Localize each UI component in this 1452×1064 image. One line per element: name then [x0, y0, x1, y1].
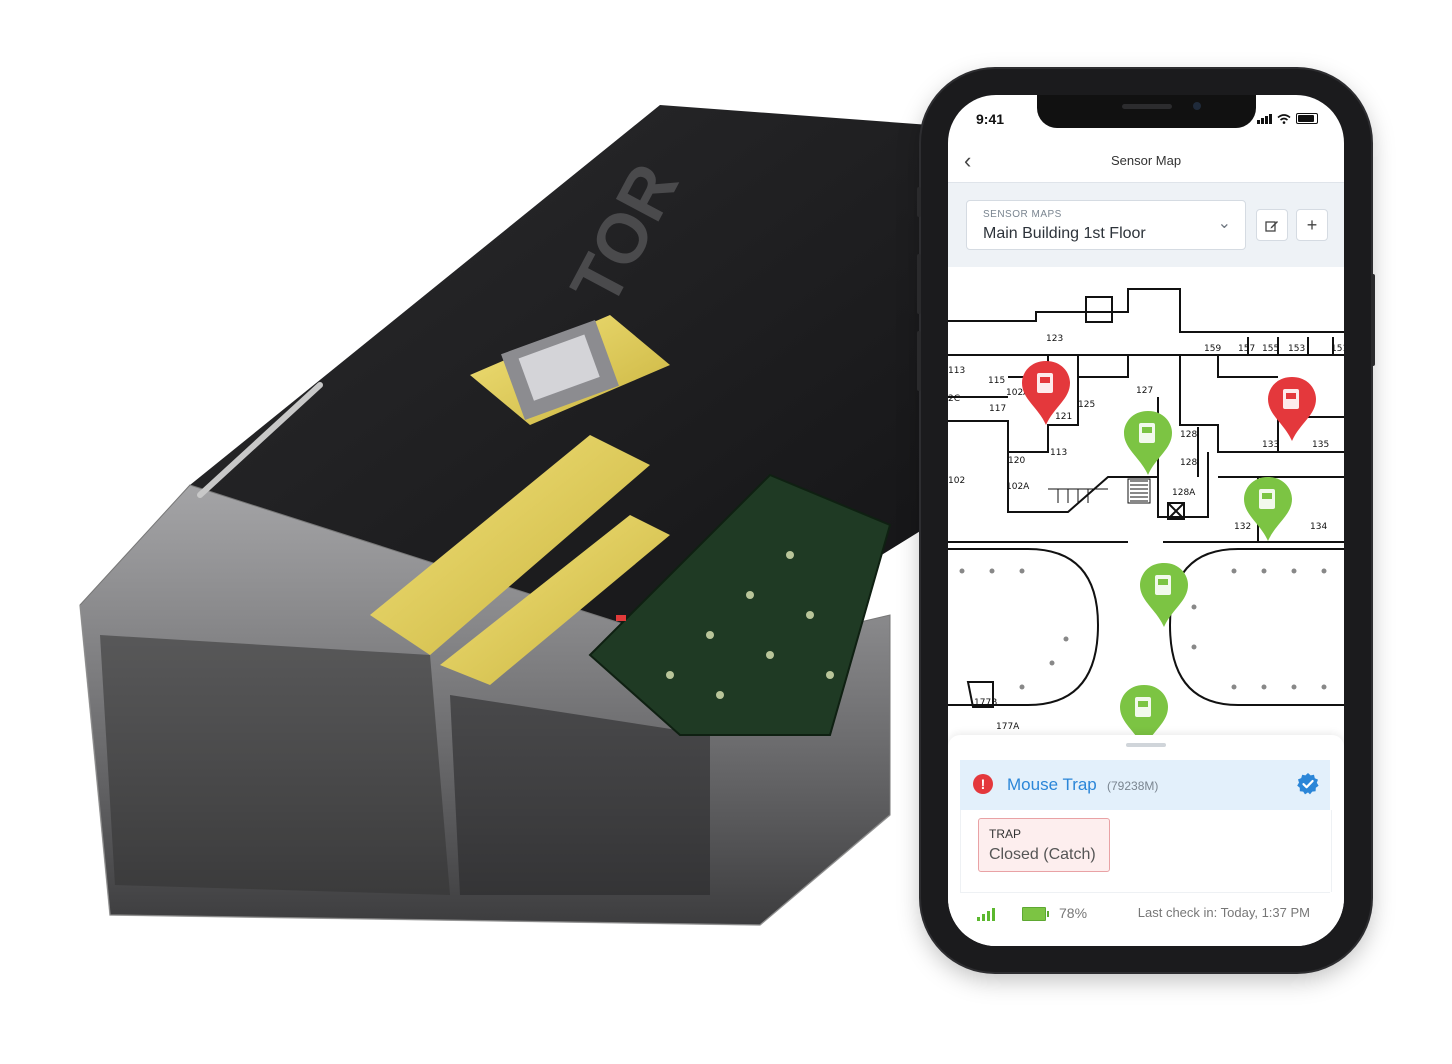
sensor-map-select[interactable]: SENSOR MAPS Main Building 1st Floor ⌄: [966, 200, 1246, 250]
room-label: 159: [1204, 344, 1221, 354]
room-label: 113: [948, 366, 965, 376]
sensor-map-select-label: SENSOR MAPS: [983, 209, 1062, 220]
trap-status-label: TRAP: [989, 827, 1022, 841]
page-title: Sensor Map: [1110, 153, 1182, 168]
sensor-detail-sheet[interactable]: ! Mouse Trap (79238M) TRAP Closed (Catch…: [948, 735, 1344, 946]
room-label: 127: [1136, 386, 1153, 396]
last-check-in: Last check in: Today, 1:37 PM: [1137, 905, 1310, 920]
room-label: 128: [1180, 430, 1197, 440]
status-icons: [1257, 113, 1318, 124]
power-button: [1371, 274, 1375, 366]
room-label: 128: [1180, 458, 1197, 468]
map-header: SENSOR MAPS Main Building 1st Floor ⌄ +: [948, 183, 1344, 267]
room-label: 102A: [1006, 388, 1030, 398]
edit-icon: [1265, 221, 1278, 232]
camera: [1193, 102, 1201, 110]
room-label: 155: [1262, 344, 1279, 354]
notch: [1037, 95, 1256, 128]
chevron-left-icon[interactable]: ‹: [964, 148, 972, 173]
room-label: 128A: [1172, 488, 1196, 498]
sensor-id: (79238M): [1107, 779, 1159, 793]
room-label: 177B: [974, 698, 997, 708]
status-time: 9:41: [976, 111, 1005, 127]
battery-level-icon: [1022, 907, 1049, 921]
add-map-button[interactable]: +: [1296, 209, 1328, 241]
alert-icon: !: [973, 774, 993, 794]
speaker: [1122, 104, 1172, 109]
sensor-footer: 78% Last check in: Today, 1:37 PM: [960, 892, 1330, 933]
room-label: 153: [1288, 344, 1305, 354]
room-label: 102: [948, 476, 965, 486]
volume-down-button: [917, 331, 921, 391]
floor-map[interactable]: 123 159 157 155 153 151 113 115 102A 125…: [948, 267, 1344, 743]
sensor-marker-alert[interactable]: [1268, 377, 1316, 441]
phone-screen: 9:41 ‹ Sensor Map SENSOR MAPS Main Bui: [948, 95, 1344, 946]
sensor-marker-alert[interactable]: [1022, 361, 1070, 425]
room-label: 2C: [948, 394, 960, 404]
trap-status-badge: TRAP Closed (Catch): [978, 818, 1110, 872]
room-label: 115: [988, 376, 1005, 386]
sensor-header[interactable]: ! Mouse Trap (79238M): [960, 760, 1330, 810]
room-label: 120: [1008, 456, 1025, 466]
room-label: 134: [1310, 522, 1327, 532]
battery-icon: [1296, 113, 1318, 124]
chevron-down-icon: ⌄: [1217, 215, 1231, 232]
room-label: 151: [1331, 344, 1344, 354]
room-label: 123: [1046, 334, 1063, 344]
room-label: 117: [989, 404, 1006, 414]
trap-device-illustration: TOR: [70, 95, 930, 935]
nav-divider: [948, 182, 1344, 183]
sensor-title[interactable]: Mouse Trap: [1007, 775, 1097, 794]
room-label: 102A: [1006, 482, 1030, 492]
wifi-icon: [1277, 113, 1291, 124]
sensor-marker-ok[interactable]: [1140, 563, 1188, 627]
room-label: 157: [1238, 344, 1255, 354]
sensor-marker-ok[interactable]: [1124, 411, 1172, 475]
sheet-grabber[interactable]: [1126, 743, 1166, 747]
edit-map-button[interactable]: [1256, 209, 1288, 241]
room-label: 125: [1078, 400, 1095, 410]
trap-status-value: Closed (Catch): [989, 846, 1096, 863]
sensor-status-card: TRAP Closed (Catch): [960, 810, 1332, 892]
mute-switch: [917, 187, 921, 217]
verified-badge-icon: [1297, 773, 1319, 795]
room-label: 113: [1050, 448, 1067, 458]
phone-mockup: 9:41 ‹ Sensor Map SENSOR MAPS Main Bui: [917, 69, 1375, 972]
room-label: 121: [1055, 412, 1072, 422]
room-label: 133: [1262, 440, 1279, 450]
signal-strength-icon: [977, 907, 995, 921]
volume-up-button: [917, 254, 921, 314]
sensor-marker-ok[interactable]: [1120, 685, 1168, 743]
nav-bar: ‹ Sensor Map: [948, 143, 1344, 183]
room-label: 135: [1312, 440, 1329, 450]
battery-percent: 78%: [1059, 905, 1088, 921]
room-label: 177A: [996, 722, 1020, 732]
sensor-map-select-value: Main Building 1st Floor: [983, 225, 1146, 242]
sensor-marker-ok[interactable]: [1244, 477, 1292, 541]
room-label: 132: [1234, 522, 1251, 532]
cellular-signal-icon: [1257, 113, 1272, 124]
